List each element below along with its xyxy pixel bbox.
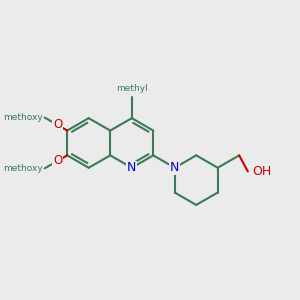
Text: N: N [170,161,179,174]
Text: N: N [127,161,136,174]
Text: O: O [53,118,62,131]
Text: methoxy: methoxy [4,113,43,122]
Text: methyl: methyl [116,84,148,93]
Text: methoxy: methoxy [4,164,43,173]
Text: OH: OH [252,165,271,178]
Text: O: O [53,154,62,167]
